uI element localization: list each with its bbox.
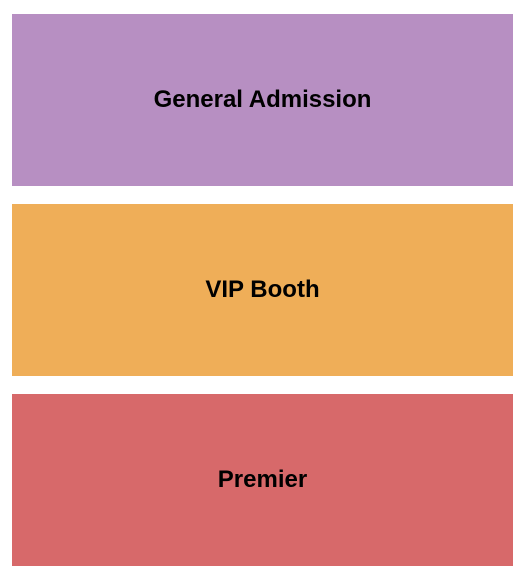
section-label: Premier xyxy=(218,466,307,494)
seating-section-vip-booth[interactable]: VIP Booth xyxy=(12,204,513,376)
section-label: General Admission xyxy=(154,86,372,114)
seating-section-premier[interactable]: Premier xyxy=(12,394,513,566)
section-label: VIP Booth xyxy=(205,276,319,304)
seating-section-general-admission[interactable]: General Admission xyxy=(12,14,513,186)
